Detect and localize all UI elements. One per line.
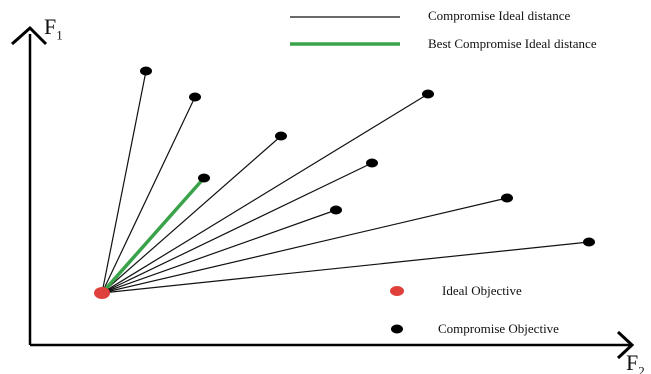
compromise-objective-point <box>330 205 342 215</box>
x-axis-arrowhead <box>616 330 635 360</box>
compromise-objective-point <box>140 66 152 76</box>
compromise-objective-point <box>422 89 434 99</box>
compromise-distance-line <box>101 93 429 294</box>
compromise-objective-point <box>275 131 287 141</box>
best-compromise-distance-line <box>100 176 206 295</box>
x-axis-label: F2 <box>626 350 645 374</box>
compromise-points <box>140 66 595 247</box>
legend-ideal-label: Ideal Objective <box>442 283 522 298</box>
compromise-objective-point <box>366 158 378 168</box>
ideal-objective-point <box>94 287 110 299</box>
compromise-distance-line <box>101 209 337 294</box>
distance-rays <box>100 70 590 295</box>
compromise-distance-line <box>101 96 196 294</box>
compromise-distance-line <box>101 241 590 294</box>
legend-compromise-objective-label: Compromise Objective <box>438 321 559 336</box>
compromise-objective-point <box>501 193 513 203</box>
legend-compromise-label: Compromise Ideal distance <box>428 8 571 23</box>
legend-ideal-marker <box>390 286 404 296</box>
legend-best-label: Best Compromise Ideal distance <box>428 36 597 51</box>
compromise-objective-point <box>189 92 201 102</box>
compromise-distance-line <box>101 135 282 294</box>
legend-compromise-marker <box>391 324 403 334</box>
y-axis-arrowhead <box>11 25 48 46</box>
compromise-distance-line <box>101 162 373 294</box>
compromise-distance-line <box>101 197 508 294</box>
compromise-objective-point <box>198 173 210 183</box>
compromise-objective-point <box>583 237 595 247</box>
y-axis-label: F1 <box>44 14 63 43</box>
compromise-distance-line <box>101 70 147 294</box>
